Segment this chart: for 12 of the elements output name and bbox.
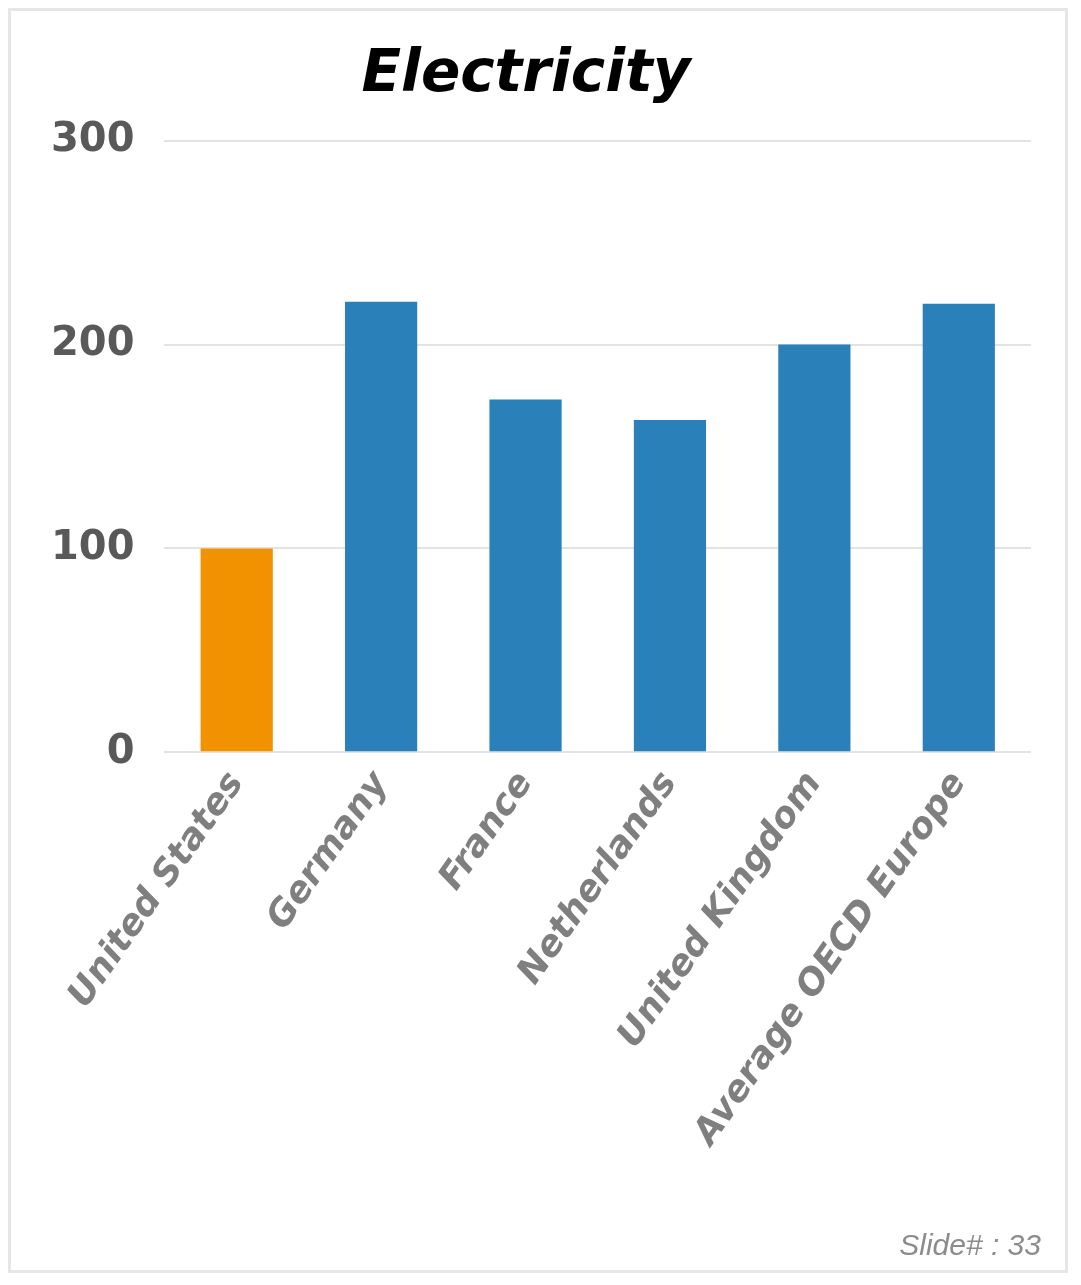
bar	[489, 399, 562, 752]
bar	[922, 303, 995, 752]
y-tick-label: 200	[51, 317, 135, 364]
y-tick-label: 100	[51, 521, 135, 568]
bar	[778, 344, 851, 752]
y-tick-label: 300	[51, 113, 135, 160]
text: Slide# : 33	[899, 1228, 1041, 1262]
bar	[345, 301, 418, 752]
chart-title: Electricity	[361, 36, 693, 105]
y-tick-label: 0	[106, 725, 135, 772]
bar	[200, 548, 273, 752]
bar	[633, 419, 707, 752]
